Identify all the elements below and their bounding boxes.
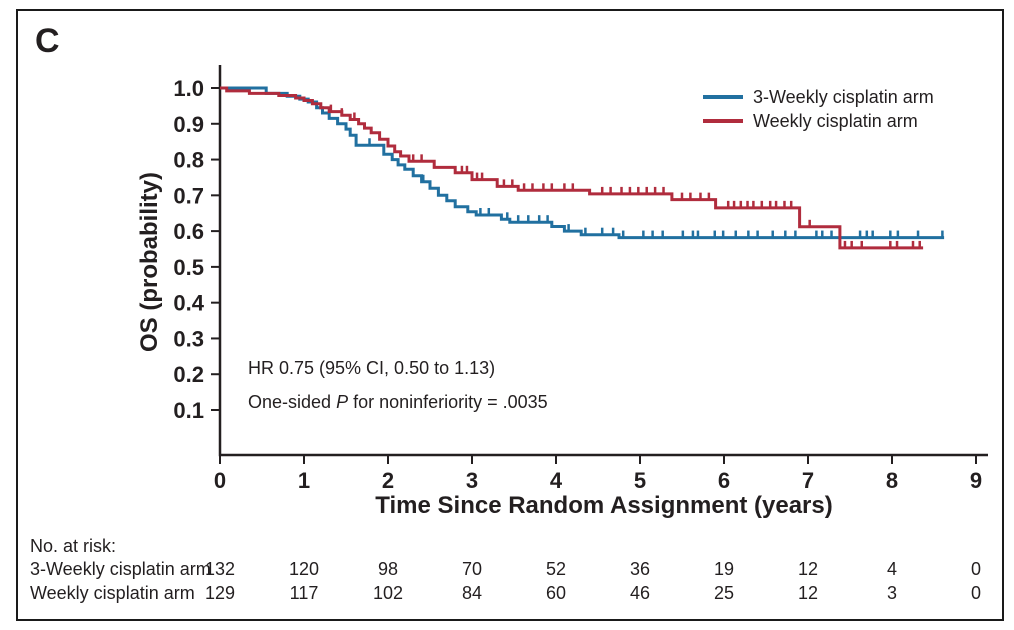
x-axis-title: Time Since Random Assignment (years) <box>375 492 833 519</box>
risk-table-title: No. at risk: <box>30 536 117 556</box>
risk-count: 25 <box>713 583 735 603</box>
y-tick-label: 0.2 <box>173 362 204 387</box>
x-tick-label: 5 <box>634 468 646 493</box>
pvalue-prefix: One-sided <box>248 392 337 412</box>
risk-count: 60 <box>545 583 567 603</box>
y-tick-label: 0.1 <box>173 398 204 423</box>
x-tick-label: 4 <box>550 468 563 493</box>
y-tick-label: 1.0 <box>173 76 204 101</box>
legend: 3-Weekly cisplatin arm Weekly cisplatin … <box>703 85 934 133</box>
panel-label: C <box>35 22 60 60</box>
y-tick-label: 0.5 <box>173 255 204 280</box>
risk-count: 36 <box>629 559 651 579</box>
legend-label: 3-Weekly cisplatin arm <box>753 86 934 107</box>
x-tick-label: 3 <box>466 468 478 493</box>
legend-item: 3-Weekly cisplatin arm <box>703 85 934 109</box>
risk-count: 0 <box>970 559 982 579</box>
pvalue-text: One-sided P for noninferiority = .0035 <box>248 385 548 419</box>
risk-count: 19 <box>713 559 735 579</box>
risk-count: 120 <box>288 559 320 579</box>
legend-swatch <box>703 95 743 99</box>
legend-swatch <box>703 119 743 123</box>
km-curve <box>220 86 945 240</box>
x-tick-label: 0 <box>214 468 226 493</box>
risk-count: 84 <box>461 583 483 603</box>
risk-count: 0 <box>970 583 982 603</box>
risk-row-label: Weekly cisplatin arm <box>30 583 195 603</box>
risk-count: 102 <box>372 583 404 603</box>
pvalue-italic-p: P <box>336 392 349 412</box>
x-tick-label: 7 <box>802 468 814 493</box>
legend-label: Weekly cisplatin arm <box>753 110 918 131</box>
figure-border <box>16 9 1004 621</box>
y-tick-label: 0.8 <box>173 148 204 173</box>
risk-count: 4 <box>886 559 898 579</box>
legend-item: Weekly cisplatin arm <box>703 109 934 133</box>
km-curve <box>220 86 924 250</box>
x-tick-label: 9 <box>970 468 982 493</box>
x-tick-label: 1 <box>298 468 310 493</box>
stats-annotation: HR 0.75 (95% CI, 0.50 to 1.13) One-sided… <box>248 351 548 419</box>
y-tick-label: 0.7 <box>173 183 204 208</box>
risk-count: 70 <box>461 559 483 579</box>
hazard-ratio-text: HR 0.75 (95% CI, 0.50 to 1.13) <box>248 358 496 378</box>
y-tick-label: 0.4 <box>173 291 204 316</box>
x-tick-label: 2 <box>382 468 394 493</box>
risk-row: 3-Weekly cisplatin arm 132 120 98 70 52 36 19 1… <box>0 559 1014 581</box>
risk-count: 3 <box>886 583 898 603</box>
y-tick-label: 0.9 <box>173 112 204 137</box>
risk-count: 129 <box>204 583 236 603</box>
x-tick-label: 6 <box>718 468 730 493</box>
risk-count: 12 <box>797 559 819 579</box>
risk-count: 46 <box>629 583 651 603</box>
y-tick-label: 0.3 <box>173 326 204 351</box>
x-tick-label: 8 <box>886 468 898 493</box>
risk-count: 117 <box>289 583 319 603</box>
risk-count: 98 <box>377 559 399 579</box>
y-tick-label: 0.6 <box>173 219 204 244</box>
y-axis-title: OS (probability) <box>136 172 163 352</box>
risk-count: 52 <box>545 559 567 579</box>
risk-count: 132 <box>204 559 236 579</box>
risk-row: Weekly cisplatin arm 129 117 102 84 60 46 25 12… <box>0 583 1014 605</box>
risk-row-label: 3-Weekly cisplatin arm <box>30 559 211 579</box>
pvalue-suffix: for noninferiority = .0035 <box>348 392 548 412</box>
risk-count: 12 <box>797 583 819 603</box>
